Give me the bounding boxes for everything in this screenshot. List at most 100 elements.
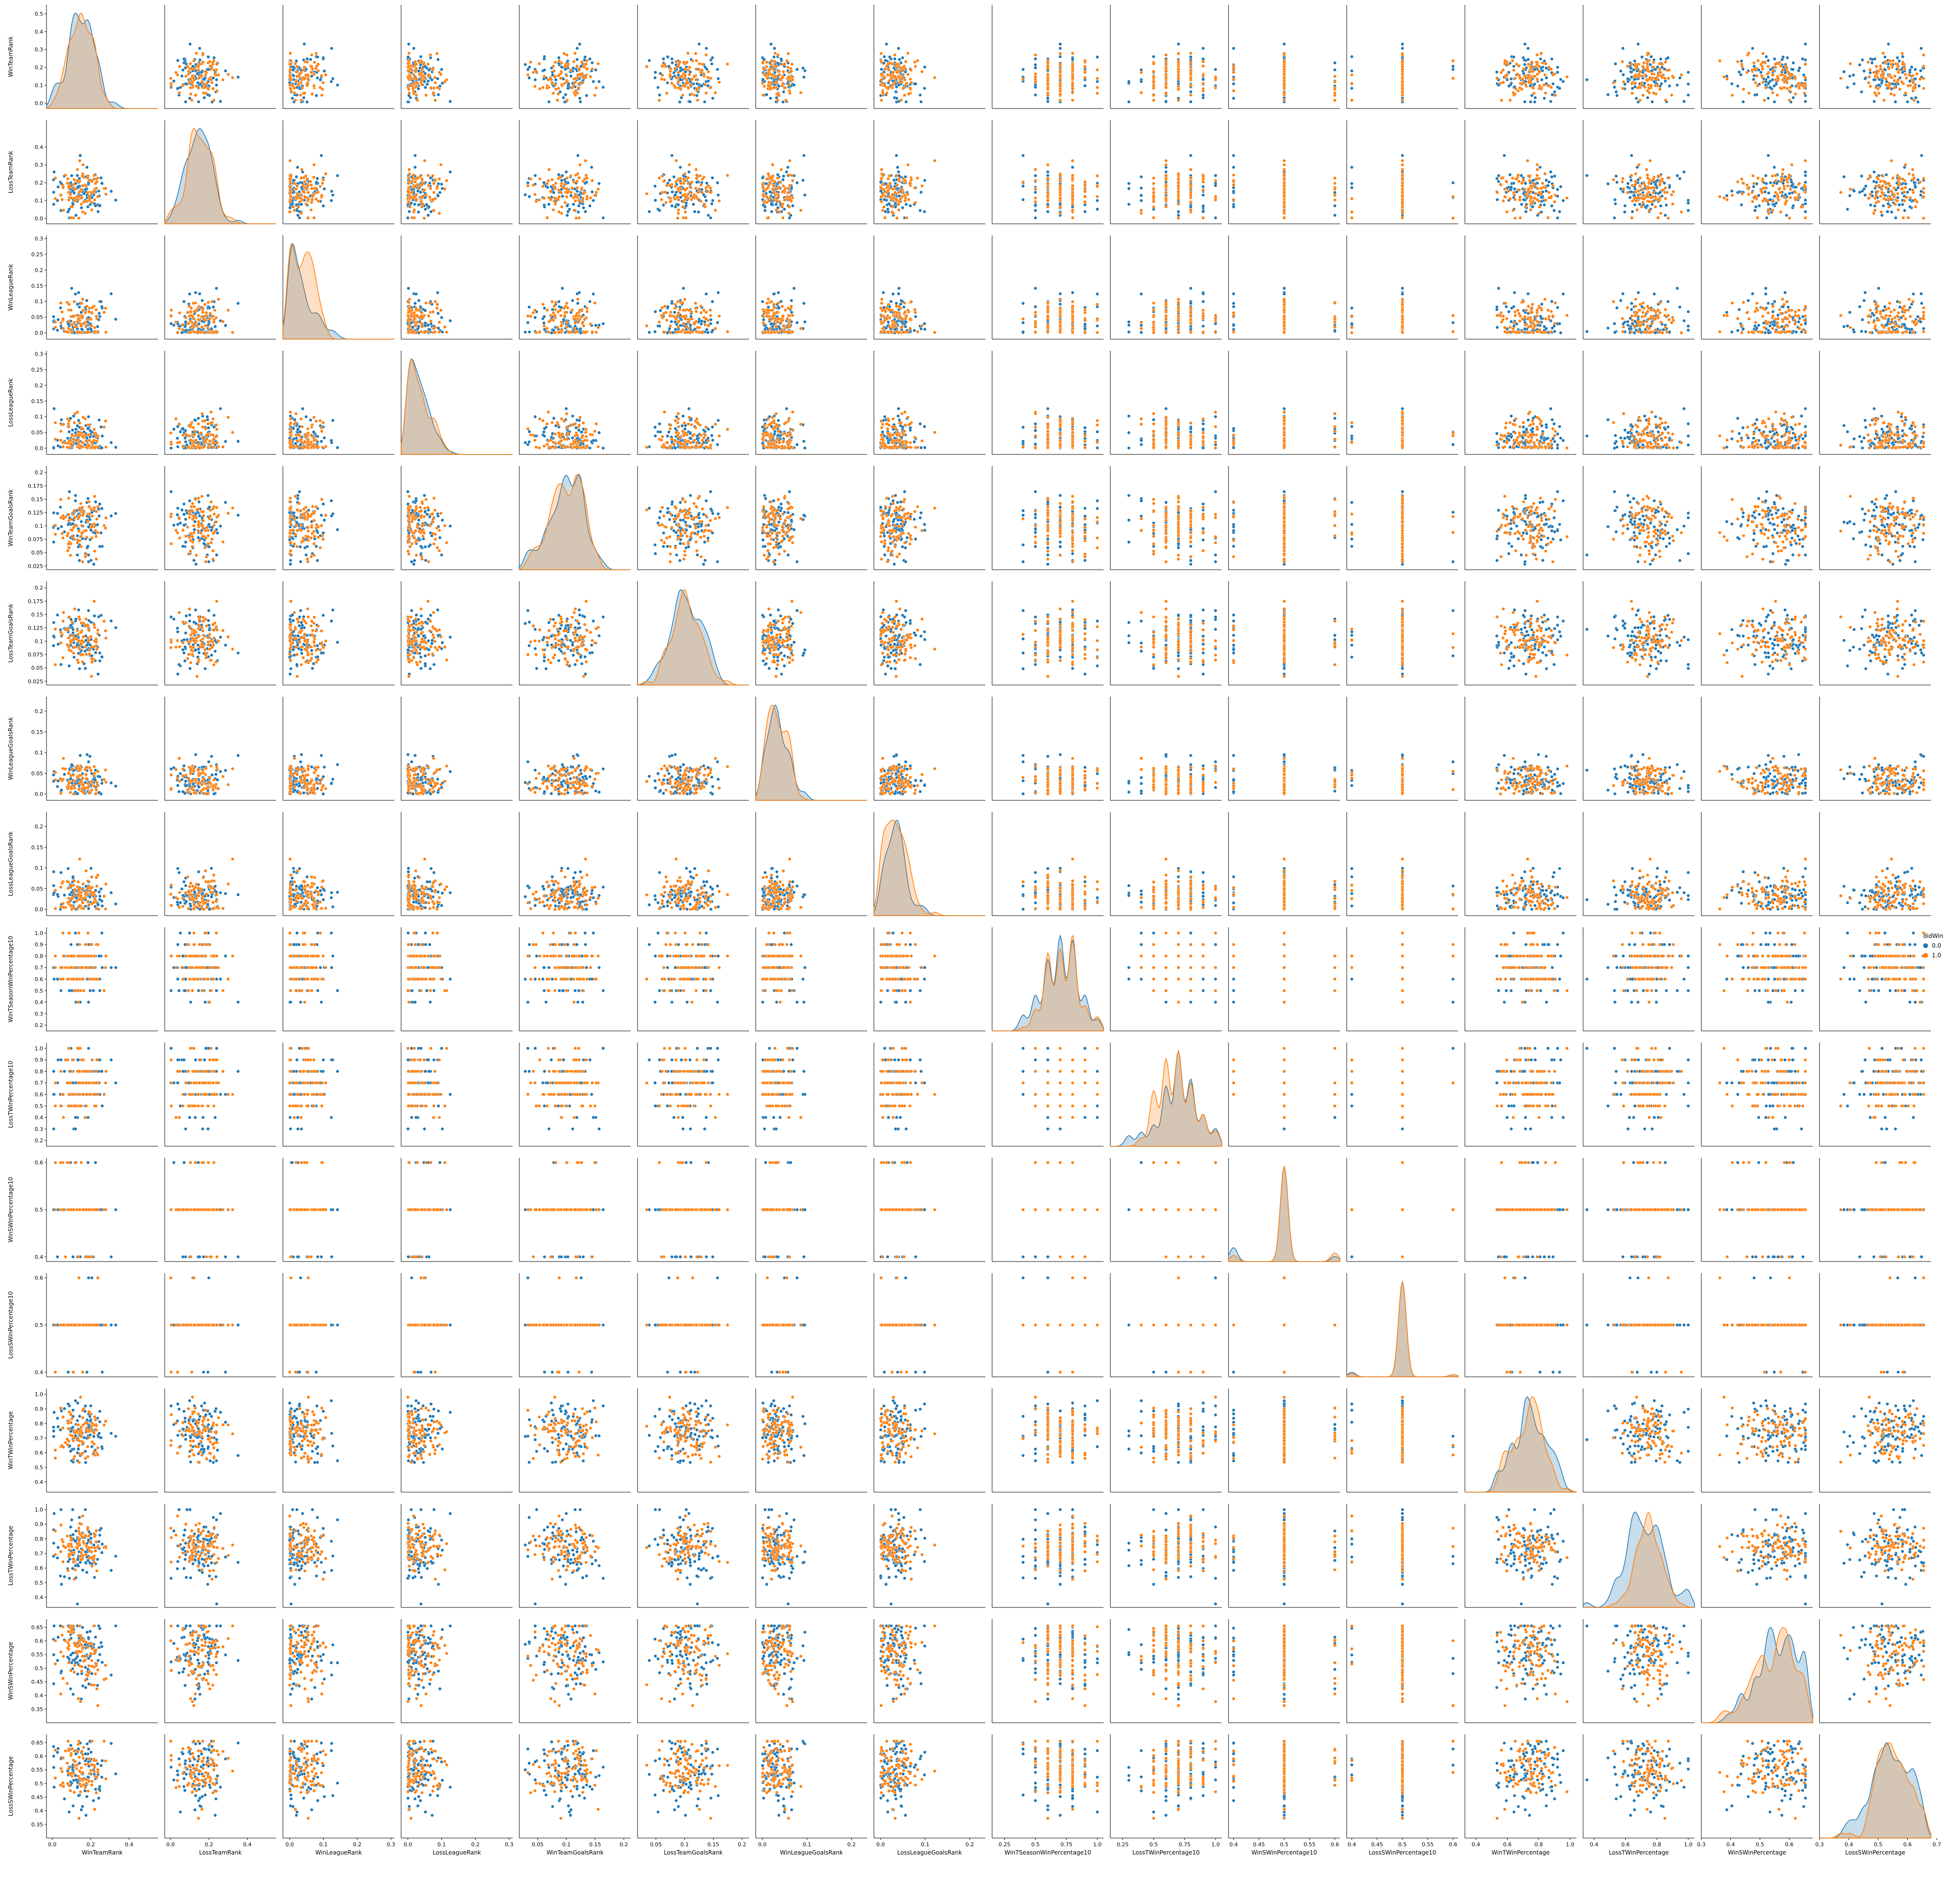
scatter-point [224, 69, 227, 72]
scatter-point [289, 62, 292, 65]
scatter-point [406, 100, 409, 103]
scatter-point [910, 81, 913, 84]
scatter-point [424, 94, 427, 96]
scatter-point [565, 74, 568, 77]
scatter-point [771, 73, 774, 76]
scatter-point [1189, 90, 1192, 93]
scatter-point [1202, 87, 1205, 90]
scatter-point [695, 59, 698, 62]
scatter-point [896, 71, 899, 74]
scatter-point [572, 84, 575, 87]
y-tick-label: 0.4 [35, 29, 44, 35]
scatter-point [887, 68, 890, 71]
scatter-point [289, 52, 292, 55]
y-axis-label: WinTeamRank [7, 36, 14, 77]
scatter-point [1084, 84, 1087, 87]
scatter-point [1177, 76, 1180, 79]
scatter-point [1096, 86, 1099, 89]
scatter-point [213, 56, 216, 59]
scatter-point [178, 91, 181, 94]
scatter-point [795, 68, 798, 71]
scatter-point [203, 96, 206, 99]
scatter-point [671, 62, 674, 64]
scatter-point [570, 75, 573, 78]
scatter-point [201, 61, 204, 64]
scatter-point [887, 86, 890, 89]
scatter-point [714, 91, 717, 94]
scatter-point [888, 79, 891, 82]
scatter-point [710, 62, 713, 65]
scatter-point [691, 59, 694, 62]
scatter-point [881, 82, 884, 85]
scatter-point [589, 75, 592, 78]
scatter-point [909, 78, 912, 80]
scatter-point [1140, 80, 1143, 83]
scatter-point [895, 62, 898, 65]
scatter-point [202, 78, 205, 80]
scatter-point [574, 52, 576, 55]
scatter-point [197, 69, 200, 72]
scatter-point [1189, 65, 1192, 68]
scatter-point [802, 76, 805, 78]
scatter-point [1189, 84, 1192, 87]
scatter-point [429, 56, 432, 59]
scatter-point [770, 62, 773, 65]
scatter-point [793, 83, 795, 86]
scatter-point [563, 65, 566, 68]
scatter-point [569, 69, 572, 72]
scatter-point [1202, 78, 1205, 81]
scatter-point [1165, 86, 1167, 89]
scatter-point [700, 84, 703, 87]
scatter-point [695, 67, 698, 70]
scatter-point [923, 87, 926, 90]
scatter-point [785, 59, 788, 62]
scatter-point [803, 69, 806, 72]
scatter-point [694, 52, 697, 55]
scatter-point [902, 87, 904, 90]
scatter-point [1127, 100, 1130, 103]
scatter-point [414, 70, 417, 73]
panel-WinTeamRank-WinTSeasonWinPercentage10 [992, 5, 1104, 109]
kde-curve-1.0 [47, 13, 158, 109]
scatter-point [565, 53, 568, 56]
scatter-point [581, 81, 584, 84]
scatter-point [704, 83, 707, 86]
scatter-point [170, 84, 172, 87]
scatter-point [1046, 97, 1049, 100]
scatter-point [197, 64, 200, 67]
scatter-point [918, 94, 921, 96]
scatter-point [203, 86, 206, 89]
scatter-point [543, 75, 545, 78]
scatter-point [1189, 94, 1192, 96]
scatter-point [693, 94, 696, 96]
scatter-point [215, 74, 218, 77]
scatter-point [888, 56, 891, 59]
scatter-point [313, 61, 316, 64]
scatter-point [553, 69, 556, 72]
scatter-point [231, 76, 234, 79]
scatter-point [437, 93, 440, 96]
scatter-point [1058, 74, 1061, 77]
scatter-point [556, 99, 559, 102]
scatter-point [311, 67, 314, 70]
scatter-point [772, 86, 775, 89]
scatter-point [185, 75, 187, 78]
scatter-point [565, 99, 568, 102]
scatter-point [677, 80, 680, 83]
scatter-point [761, 62, 764, 64]
scatter-point [1177, 85, 1180, 88]
scatter-point [658, 94, 661, 96]
scatter-point [212, 87, 215, 90]
scatter-point [427, 79, 430, 82]
scatter-point [197, 100, 200, 103]
scatter-point [799, 91, 802, 94]
scatter-point [674, 60, 677, 63]
scatter-point [210, 81, 213, 84]
scatter-point [178, 65, 181, 68]
scatter-point [665, 65, 668, 68]
scatter-point [1084, 65, 1087, 68]
scatter-point [289, 59, 292, 62]
scatter-point [886, 73, 889, 76]
scatter-point [542, 86, 544, 89]
scatter-point [677, 65, 680, 68]
